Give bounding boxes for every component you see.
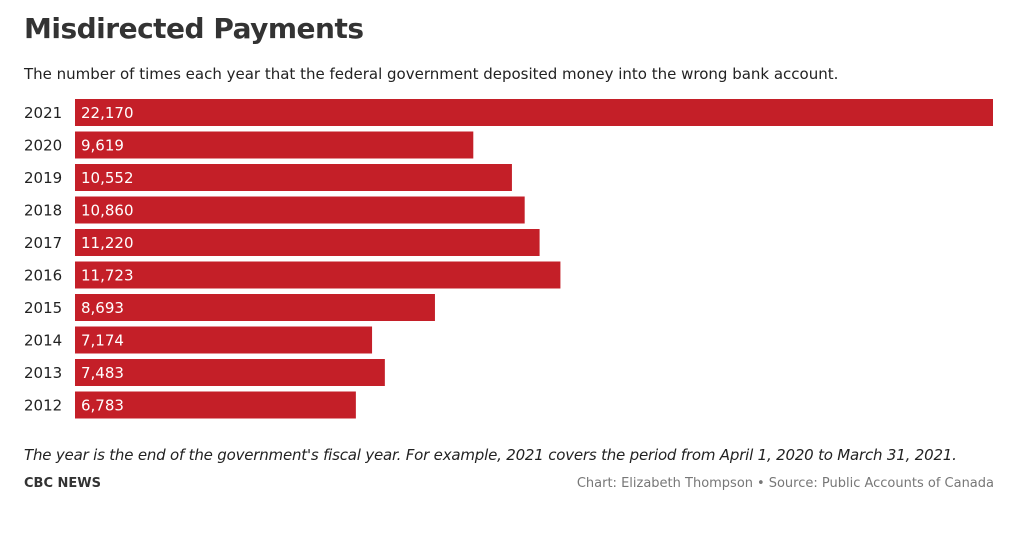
value-label-2013: 7,483 [81, 364, 124, 382]
chart-source-credit: Source: Public Accounts of Canada [768, 476, 994, 491]
chart-author-credit: Chart: Elizabeth Thompson [576, 476, 754, 491]
chart-subtitle: The number of times each year that the f… [24, 65, 839, 83]
bar-2021 [75, 99, 993, 126]
chart-credit-line: Chart: Elizabeth Thompson • Source: Public… [577, 476, 994, 491]
category-label-2012: 2012 [24, 397, 62, 415]
category-label-2019: 2019 [24, 169, 62, 187]
category-label-2014: 2014 [24, 332, 62, 350]
bar-2016 [75, 261, 561, 289]
credit-separator: • [757, 476, 765, 491]
bar-2017 [75, 229, 540, 256]
chart-footnote: The year is the end of the government's … [24, 446, 957, 464]
bar-2012 [75, 391, 356, 419]
category-label-2016: 2016 [24, 267, 62, 285]
bar-2013 [75, 359, 385, 386]
value-label-2018: 10,860 [81, 202, 134, 220]
chart-title: Misdirected Payments [24, 12, 364, 45]
value-label-2014: 7,174 [81, 332, 124, 350]
value-label-2020: 9,619 [81, 137, 124, 155]
category-label-2018: 2018 [24, 202, 62, 220]
bar-2019 [75, 164, 512, 191]
brand-logo-text: CBC NEWS [24, 476, 101, 491]
category-label-2013: 2013 [24, 364, 62, 382]
category-label-2017: 2017 [24, 234, 62, 252]
category-label-2020: 2020 [24, 137, 62, 155]
category-label-2015: 2015 [24, 299, 62, 317]
category-label-2021: 2021 [24, 104, 62, 122]
bar-2018 [75, 196, 525, 224]
value-label-2021: 22,170 [81, 104, 134, 122]
value-label-2015: 8,693 [81, 299, 124, 317]
value-label-2019: 10,552 [81, 169, 134, 187]
bar-2020 [75, 131, 474, 159]
value-label-2017: 11,220 [81, 234, 134, 252]
value-label-2016: 11,723 [81, 267, 134, 285]
value-label-2012: 6,783 [81, 397, 124, 415]
bar-2014 [75, 326, 373, 354]
bar-2015 [75, 294, 435, 321]
